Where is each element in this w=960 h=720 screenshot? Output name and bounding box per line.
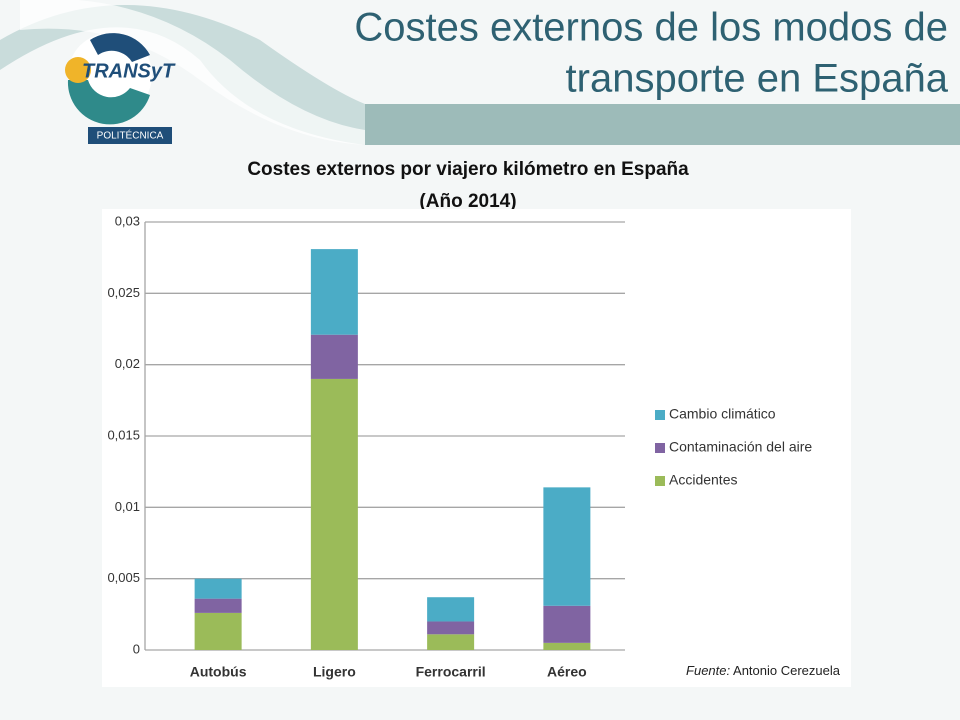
y-tick-label: 0,005	[107, 570, 140, 585]
chart-title: Costes externos por viajero kilómetro en…	[247, 159, 689, 180]
logo-arc	[90, 33, 150, 62]
logo-sub: POLITÉCNICA	[97, 129, 164, 142]
logo-sun	[65, 57, 91, 83]
legend-label: Cambio climático	[669, 406, 776, 422]
x-tick-label: Ferrocarril	[416, 664, 486, 680]
source-text: Antonio Cerezuela	[733, 663, 841, 678]
header-band	[365, 104, 960, 145]
legend-label: Accidentes	[669, 472, 737, 488]
bar-segment	[310, 378, 358, 650]
logo-text: TRANSyT	[82, 60, 176, 82]
bar-segment	[194, 598, 242, 613]
bar-segment	[194, 612, 242, 650]
bar-segment	[310, 334, 358, 379]
x-tick-label: Aéreo	[547, 664, 587, 680]
x-tick-label: Ligero	[313, 664, 356, 680]
legend-label: Contaminación del aire	[669, 439, 812, 455]
bar-segment	[427, 634, 475, 650]
bar-segment	[427, 621, 475, 635]
source-label: Fuente:	[686, 663, 730, 678]
slide-title: Costes externos de los modos de	[354, 6, 948, 50]
legend-swatch	[655, 476, 665, 486]
y-tick-label: 0,01	[115, 499, 140, 514]
bar-segment	[194, 578, 242, 599]
bar-segment	[543, 487, 591, 606]
source: Fuente: Antonio Cerezuela	[686, 663, 841, 678]
y-tick-label: 0,02	[115, 356, 140, 371]
plot: 0 0,005 0,01 0,015 0,02 0,025 0,03 Autobús Liger…	[107, 213, 812, 679]
logo-arc	[67, 80, 150, 125]
y-tick-label: 0,025	[107, 285, 140, 300]
legend-swatch	[655, 410, 665, 420]
legend-swatch	[655, 443, 665, 453]
bar-segment	[310, 249, 358, 335]
bar-segment	[543, 605, 591, 643]
y-tick-label: 0,03	[115, 213, 140, 228]
bar-segment	[427, 597, 475, 622]
header-swoosh-light	[20, 0, 365, 145]
slide-title: transporte en España	[566, 57, 949, 101]
y-tick-label: 0,015	[107, 427, 140, 442]
x-tick-label: Autobús	[190, 664, 247, 680]
chart-title: (Año 2014)	[419, 191, 516, 212]
logo-sub-bg	[88, 127, 172, 144]
y-tick-label: 0	[133, 641, 140, 656]
bar-segment	[543, 642, 591, 650]
